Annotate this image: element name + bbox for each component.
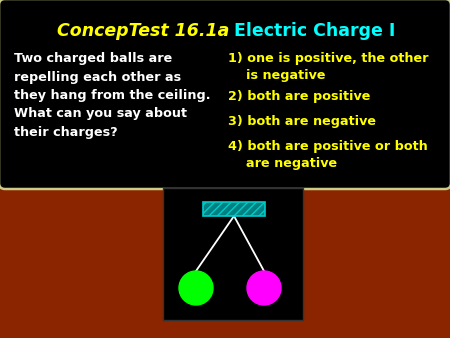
Text: ConcepTest 16.1a: ConcepTest 16.1a [57, 22, 229, 40]
Text: Two charged balls are
repelling each other as
they hang from the ceiling.
What c: Two charged balls are repelling each oth… [14, 52, 211, 139]
Bar [203, 202, 265, 216]
Text: Electric Charge I: Electric Charge I [234, 22, 396, 40]
Bar [163, 188, 303, 320]
Text: 3) both are negative: 3) both are negative [228, 115, 376, 128]
Text: 4) both are positive or both
    are negative: 4) both are positive or both are negativ… [228, 140, 428, 169]
Circle shape [179, 271, 213, 305]
Text: 1) one is positive, the other
    is negative: 1) one is positive, the other is negativ… [228, 52, 428, 81]
FancyBboxPatch shape [0, 0, 450, 189]
Circle shape [247, 271, 281, 305]
Text: 2) both are positive: 2) both are positive [228, 90, 370, 103]
